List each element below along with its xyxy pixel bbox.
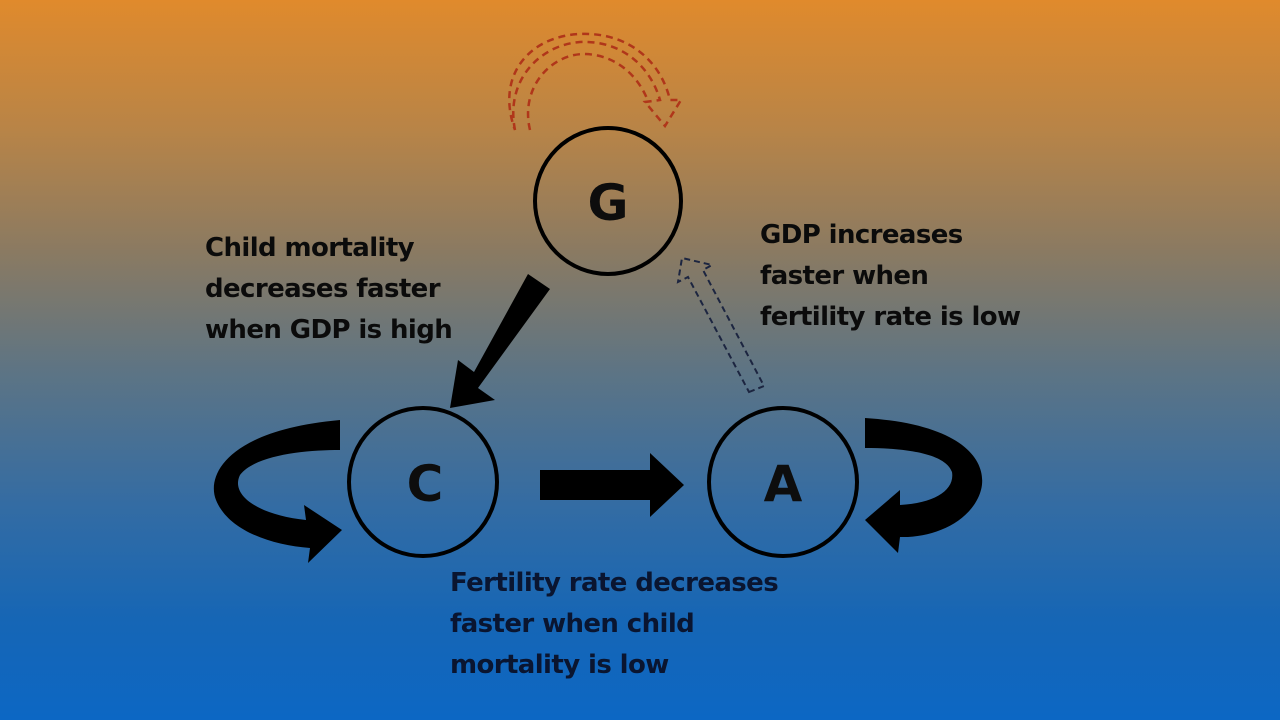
caption-line: mortality is low	[450, 650, 669, 680]
caption-line: faster when child	[450, 609, 695, 639]
node-g-label: G	[587, 174, 628, 232]
node-a-circle	[707, 406, 859, 558]
gdp-to-child-mortality-caption: Child mortality decreases faster when GD…	[205, 228, 453, 351]
child-mortality-self-loop-arrow	[213, 420, 342, 563]
gdp-self-loop-arrow	[508, 32, 684, 131]
node-a-label: A	[764, 455, 803, 513]
node-g-circle	[533, 126, 683, 276]
node-a: A	[707, 406, 859, 558]
fertility-self-loop-arrow	[865, 418, 983, 553]
gdp-to-child-mortality-arrow	[450, 274, 550, 408]
node-c-label: C	[407, 455, 444, 513]
node-g: G	[533, 126, 683, 276]
caption-line: decreases faster	[205, 274, 441, 304]
caption-line: Fertility rate decreases	[450, 568, 779, 598]
node-c-circle	[347, 406, 499, 558]
caption-line: GDP increases	[760, 220, 963, 250]
caption-line: faster when	[760, 261, 929, 291]
child-mortality-to-fertility-arrow	[540, 453, 684, 517]
fertility-to-gdp-arrow	[676, 256, 766, 394]
fertility-to-gdp-caption: GDP increases faster when fertility rate…	[760, 215, 1021, 338]
caption-line: when GDP is high	[205, 315, 453, 345]
child-mortality-to-fertility-caption: Fertility rate decreases faster when chi…	[450, 563, 779, 686]
caption-line: Child mortality	[205, 233, 415, 263]
node-c: C	[347, 406, 499, 558]
caption-line: fertility rate is low	[760, 302, 1021, 332]
